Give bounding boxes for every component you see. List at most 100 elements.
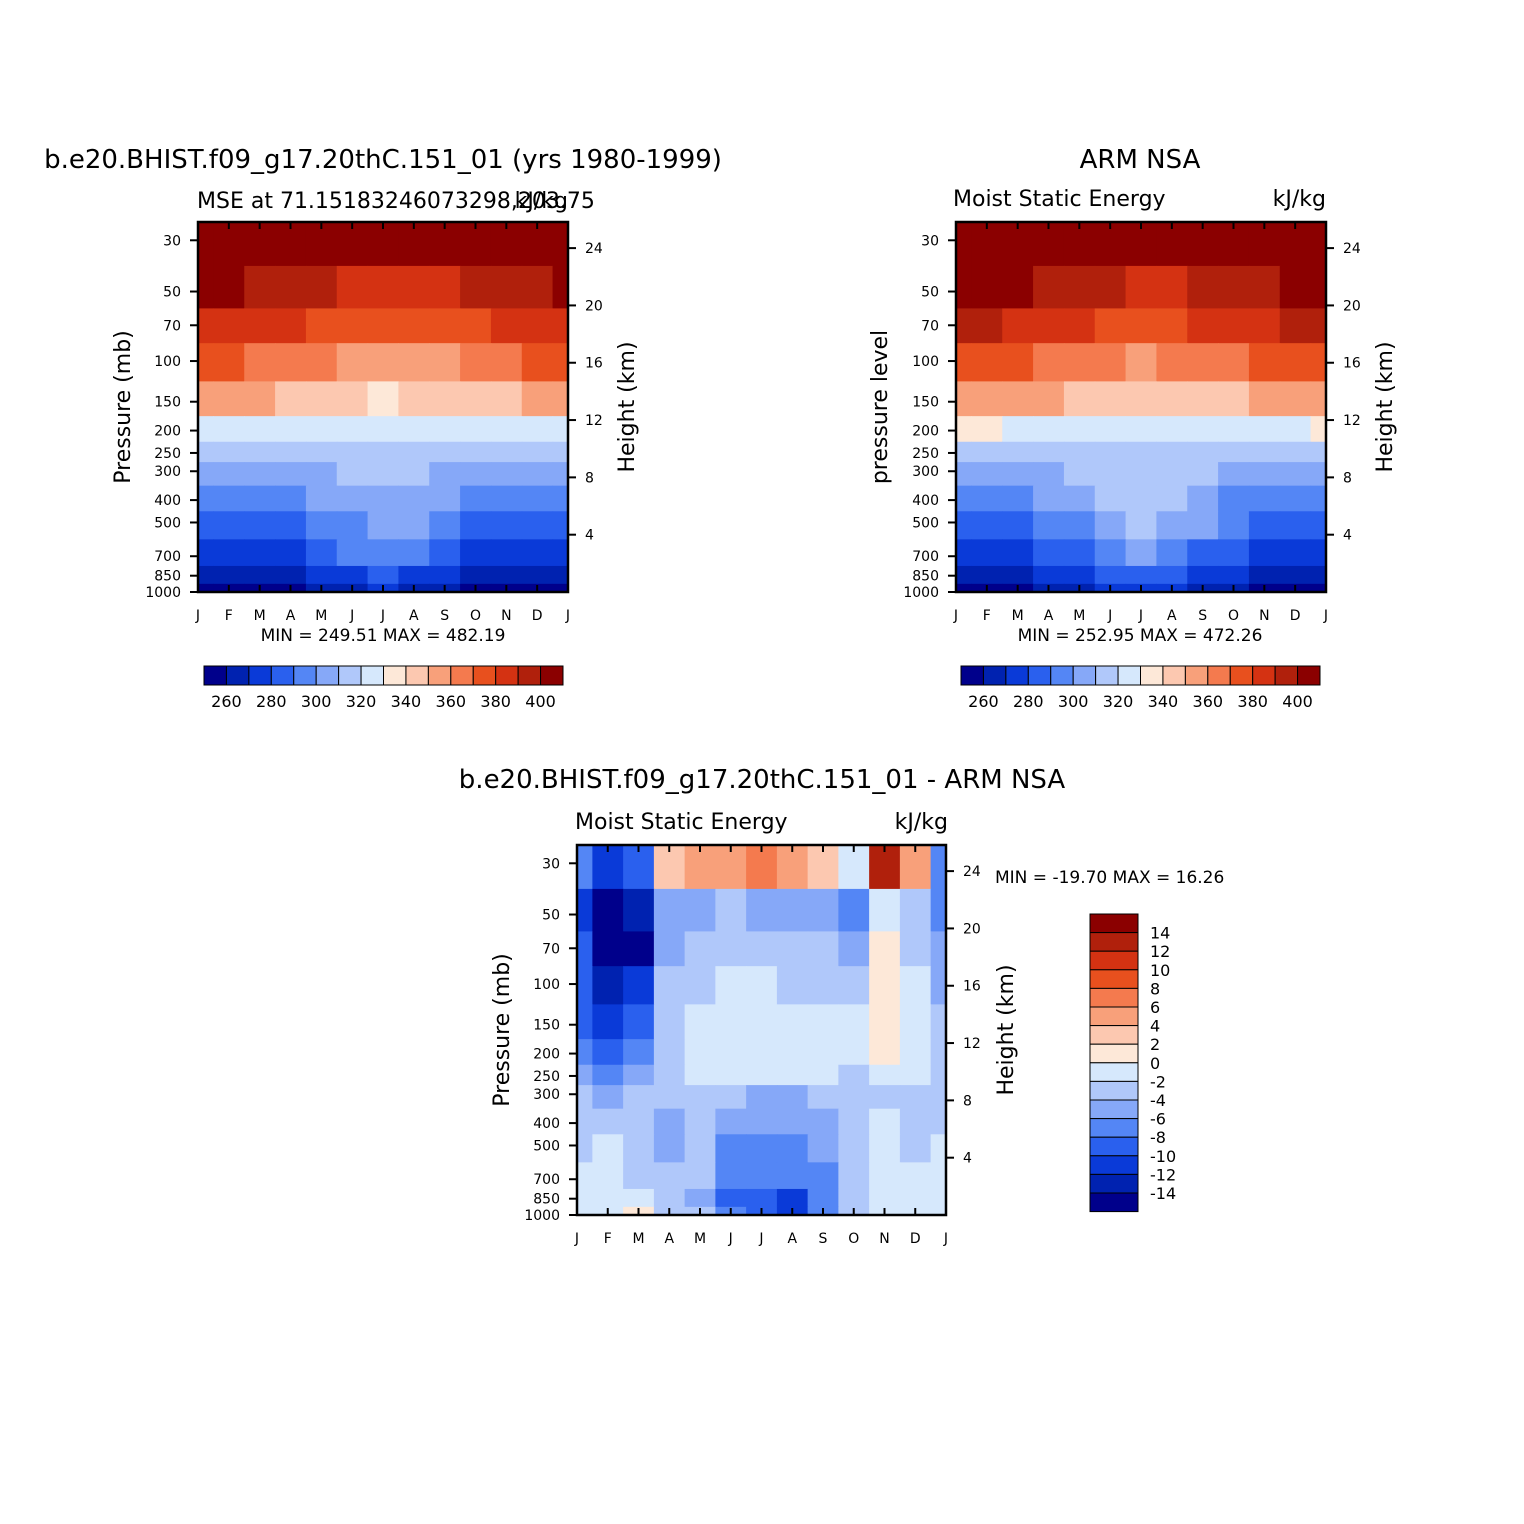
- heatmap-cell: [521, 441, 554, 463]
- heatmap-cell: [899, 1085, 932, 1110]
- x-tick-label: N: [1259, 608, 1269, 624]
- heatmap-cell: [746, 1188, 778, 1208]
- heatmap-cell: [577, 1039, 593, 1066]
- colorbar-label: -14: [1150, 1184, 1176, 1203]
- y2-tick-label: 24: [963, 864, 981, 880]
- heatmap-cell: [807, 1004, 839, 1040]
- heatmap-cell: [715, 1108, 747, 1135]
- heatmap-cell: [899, 931, 932, 967]
- heatmap-cell: [244, 539, 276, 567]
- heatmap-cell: [684, 1064, 716, 1086]
- heatmap-cell: [807, 966, 839, 1005]
- heatmap-cell: [869, 888, 901, 932]
- colorbar-swatch: [517, 665, 542, 686]
- heatmap-cell: [971, 441, 1003, 463]
- heatmap-cell: [244, 416, 276, 443]
- heatmap-cell: [336, 265, 369, 309]
- heatmap-cell: [899, 1039, 932, 1066]
- heatmap-cell: [930, 1004, 947, 1040]
- heatmap-cell: [577, 1064, 593, 1086]
- y-tick-label: 70: [163, 318, 181, 334]
- heatmap-cell: [552, 485, 569, 512]
- heatmap-cell: [1002, 539, 1034, 567]
- heatmap-cell: [746, 931, 778, 967]
- heatmap-cell: [305, 511, 338, 540]
- heatmap-cell: [1033, 441, 1065, 463]
- colorbar-swatch: [1050, 665, 1074, 686]
- heatmap-cell: [460, 539, 492, 567]
- y-tick-label: 150: [912, 395, 939, 411]
- colorbar-swatch: [982, 665, 1007, 686]
- heatmap-cell: [971, 308, 1003, 344]
- colorbar-swatch: [1089, 1136, 1139, 1157]
- heatmap-cell: [460, 222, 492, 267]
- heatmap-cell: [838, 966, 870, 1005]
- x-tick-label: A: [1167, 608, 1177, 624]
- heatmap-cell: [198, 539, 215, 567]
- x-tick-label: J: [1323, 608, 1328, 624]
- panel-obs-y2-label: Height (km): [1373, 341, 1398, 472]
- heatmap-cell: [956, 343, 973, 382]
- colorbar-label: -2: [1150, 1072, 1166, 1091]
- x-tick-label: A: [787, 1231, 797, 1247]
- colorbar-swatch: [1207, 665, 1231, 686]
- heatmap-cell: [1033, 462, 1065, 487]
- y2-tick-label: 4: [585, 528, 594, 544]
- heatmap-cell: [398, 343, 430, 382]
- heatmap-cell: [213, 222, 245, 267]
- heatmap-cell: [213, 511, 245, 540]
- heatmap-cell: [490, 343, 523, 382]
- y-tick-label: 500: [912, 515, 939, 531]
- heatmap-cell: [398, 539, 430, 567]
- colorbar-label: 280: [1013, 692, 1044, 711]
- heatmap-cell: [1248, 485, 1281, 512]
- x-tick-label: M: [1073, 608, 1085, 624]
- heatmap-cell: [1002, 308, 1034, 344]
- heatmap-cell: [198, 485, 215, 512]
- heatmap-cell: [460, 308, 492, 344]
- y2-tick-label: 16: [1343, 356, 1361, 372]
- heatmap-cell: [1218, 485, 1250, 512]
- heatmap-cell: [623, 1188, 655, 1208]
- heatmap-cell: [956, 441, 973, 463]
- heatmap-cell: [746, 845, 778, 890]
- x-tick-label: J: [574, 1231, 579, 1247]
- heatmap-cell: [930, 966, 947, 1005]
- y-tick-label: 150: [533, 1018, 560, 1034]
- colorbar-label: 320: [346, 692, 377, 711]
- heatmap-cell: [653, 845, 686, 890]
- heatmap-cell: [971, 222, 1003, 267]
- x-tick-label: J: [1138, 608, 1143, 624]
- heatmap-cell: [429, 416, 461, 443]
- heatmap-cell: [776, 966, 809, 1005]
- heatmap-cell: [1248, 565, 1281, 585]
- heatmap-cell: [1002, 381, 1034, 417]
- heatmap-cell: [592, 966, 624, 1005]
- x-tick-label: F: [225, 608, 233, 624]
- x-tick-label: J: [953, 608, 958, 624]
- heatmap-cell: [1310, 308, 1327, 344]
- x-tick-label: M: [632, 1231, 644, 1247]
- heatmap-cell: [592, 888, 624, 932]
- heatmap-cell: [776, 1188, 809, 1208]
- heatmap-cell: [1033, 565, 1065, 585]
- heatmap-cell: [1187, 416, 1219, 443]
- heatmap-cell: [930, 1064, 947, 1086]
- heatmap-cell: [1033, 485, 1065, 512]
- colorbar-swatch: [1089, 1006, 1139, 1027]
- heatmap-cell: [305, 462, 338, 487]
- heatmap-cell: [1033, 265, 1065, 309]
- heatmap-cell: [198, 416, 215, 443]
- heatmap-cell: [1002, 343, 1034, 382]
- x-tick-label: D: [532, 608, 543, 624]
- heatmap-cell: [1248, 308, 1281, 344]
- heatmap-cell: [1279, 222, 1312, 267]
- heatmap-cell: [746, 1004, 778, 1040]
- heatmap-cell: [429, 539, 461, 567]
- heatmap-cell: [367, 511, 400, 540]
- heatmap-cell: [275, 539, 307, 567]
- heatmap-cell: [1310, 511, 1327, 540]
- colorbar-swatch: [1005, 665, 1029, 686]
- heatmap-cell: [198, 462, 215, 487]
